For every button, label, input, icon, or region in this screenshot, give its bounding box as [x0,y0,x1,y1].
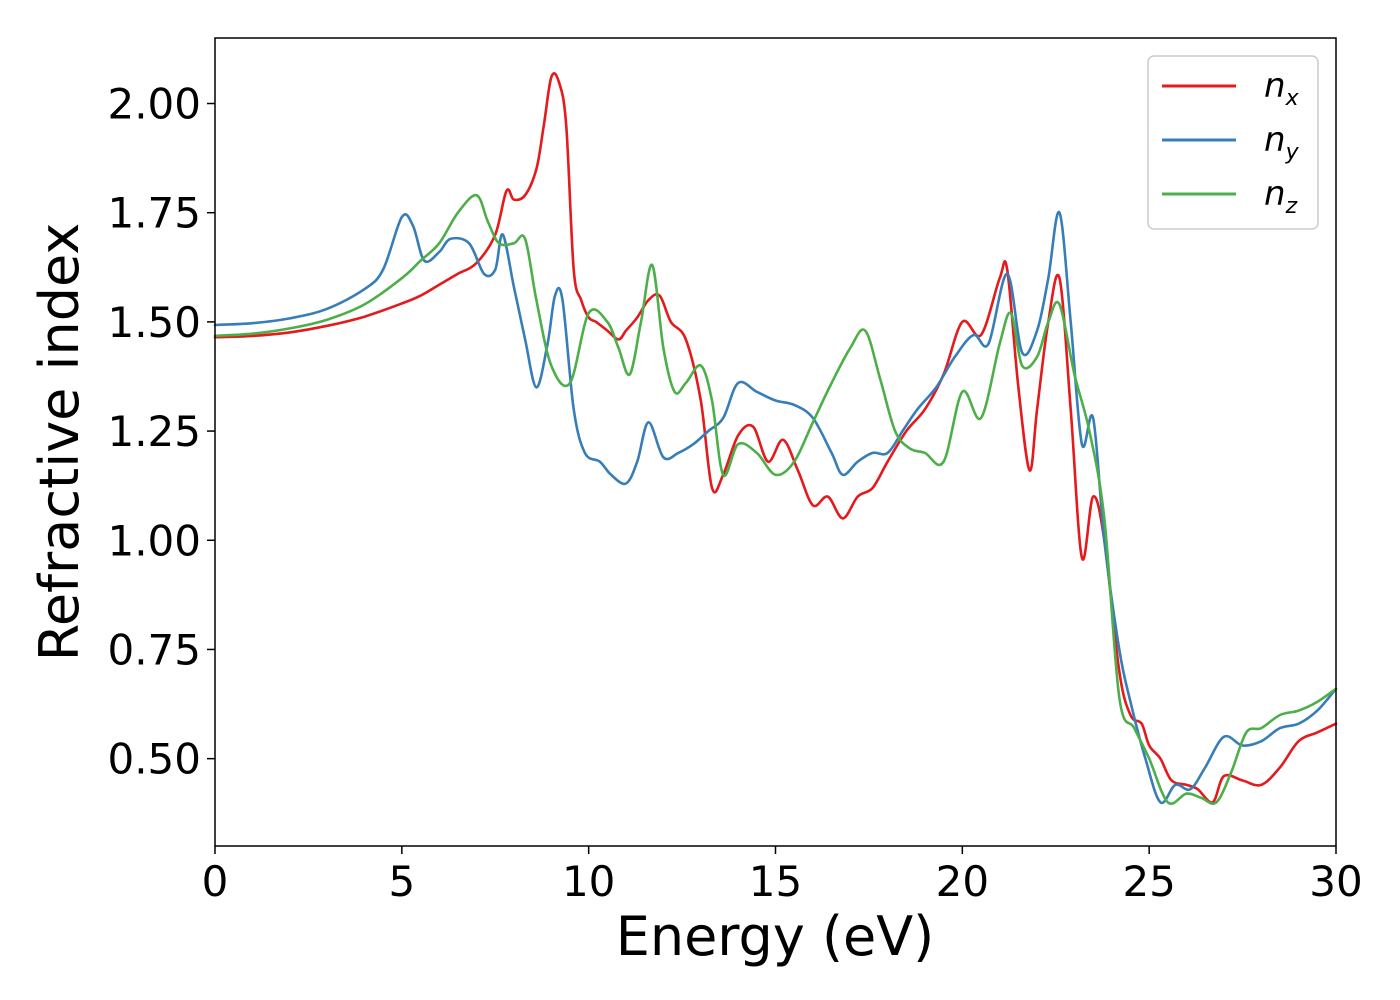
legend-sub-ny: y [1285,140,1300,165]
legend-label-ny: n [1264,120,1286,160]
y-axis-ticks: 0.50 0.75 1.00 1.25 1.50 1.75 2.00 [107,80,215,784]
y-tick-label: 2.00 [107,80,201,129]
x-tick-label: 10 [562,857,615,906]
y-tick-label: 0.75 [107,625,201,674]
series-line-nx [213,72,1338,804]
svg-text:ny: ny [1264,120,1300,165]
y-tick-label: 1.75 [107,189,201,238]
x-tick-label: 5 [388,857,415,906]
x-tick-label: 30 [1309,857,1362,906]
legend-sub-nx: x [1285,86,1300,111]
legend-entry-ny: ny [1162,120,1300,165]
legend-entry-nz: nz [1162,174,1298,219]
x-tick-label: 25 [1122,857,1175,906]
svg-text:nx: nx [1264,66,1300,111]
legend-box [1147,55,1319,230]
y-tick-label: 1.50 [107,298,201,347]
x-tick-label: 0 [202,857,229,906]
y-tick-label: 0.50 [107,735,201,784]
x-axis-ticks: 0 5 10 15 20 25 30 [202,846,1363,906]
x-tick-label: 15 [749,857,802,906]
y-tick-label: 1.00 [107,516,201,565]
x-axis-title: Energy (eV) [616,905,935,968]
series-line-nz [213,193,1338,805]
legend: nx ny nz [1147,55,1319,230]
x-tick-label: 20 [936,857,989,906]
legend-label-nx: n [1264,66,1286,106]
series-line-ny [213,210,1338,805]
svg-text:nz: nz [1264,174,1298,219]
y-tick-label: 1.25 [107,407,201,456]
legend-sub-nz: z [1285,194,1298,219]
series-layer [213,72,1338,805]
legend-label-nz: n [1264,174,1286,214]
y-axis-title: Refractive index [28,223,91,662]
legend-entry-nx: nx [1162,66,1300,111]
